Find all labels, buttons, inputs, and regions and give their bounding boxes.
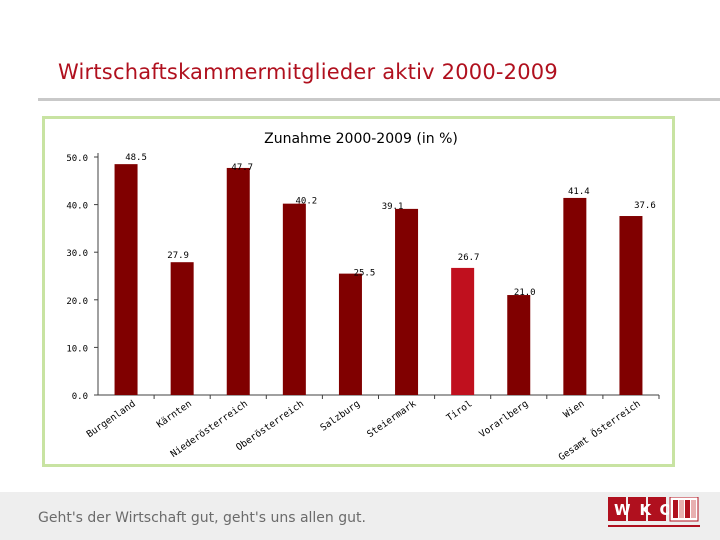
data-label: 21.0 [514, 288, 536, 298]
x-tick-label: Steiermark [365, 398, 418, 440]
chart-frame: Zunahme 2000-2009 (in %) 0.0 10.0 20.0 30.0… [42, 116, 675, 467]
data-label: 41.4 [568, 187, 590, 197]
y-tick-label: 40.0 [66, 202, 88, 212]
bar-salzburg [338, 273, 362, 395]
bar-steiermark [395, 208, 419, 395]
footer-bar [0, 492, 720, 540]
bar-tirol [451, 267, 475, 395]
bar-burgenland [114, 164, 138, 395]
x-tick-label: Tirol [445, 398, 475, 423]
data-label: 48.5 [125, 153, 147, 163]
bar-vorarlberg [507, 295, 531, 395]
bar-chart: Zunahme 2000-2009 (in %) 0.0 10.0 20.0 30.0… [66, 131, 660, 463]
y-tick-label: 10.0 [66, 344, 88, 354]
chart-title: Zunahme 2000-2009 (in %) [264, 131, 458, 147]
x-tick-label: Kärnten [155, 398, 194, 430]
y-tick-label: 20.0 [66, 297, 88, 307]
x-tick-label: Burgenland [85, 398, 138, 440]
y-tick-label: 0.0 [72, 392, 88, 402]
x-tick-label: Vorarlberg [477, 398, 530, 440]
footer-slogan: Geht's der Wirtschaft gut, geht's uns al… [38, 510, 366, 526]
bar-gesamt-sterreich [619, 216, 643, 395]
title-divider [38, 98, 720, 101]
x-tick-label: Wien [562, 398, 587, 420]
data-label: 27.9 [167, 251, 189, 261]
data-label: 40.2 [296, 197, 318, 207]
y-tick-label: 50.0 [66, 154, 88, 164]
bar-k-rnten [170, 262, 194, 395]
bar-wien [563, 197, 587, 395]
data-label: 39.1 [382, 202, 404, 212]
data-label: 25.5 [354, 269, 376, 279]
page-title: Wirtschaftskammermitglieder aktiv 2000-2… [58, 60, 558, 84]
wko-logo: WKO [608, 496, 700, 527]
data-label: 26.7 [458, 253, 480, 263]
x-tick-label: Salzburg [318, 398, 362, 433]
y-tick-label: 30.0 [66, 249, 88, 259]
data-label: 37.6 [634, 201, 656, 211]
bar-nieder-sterreich [226, 167, 250, 395]
logo-text: WKO [614, 501, 681, 519]
data-label: 47.7 [231, 163, 253, 173]
bar-ober-sterreich [282, 203, 306, 395]
